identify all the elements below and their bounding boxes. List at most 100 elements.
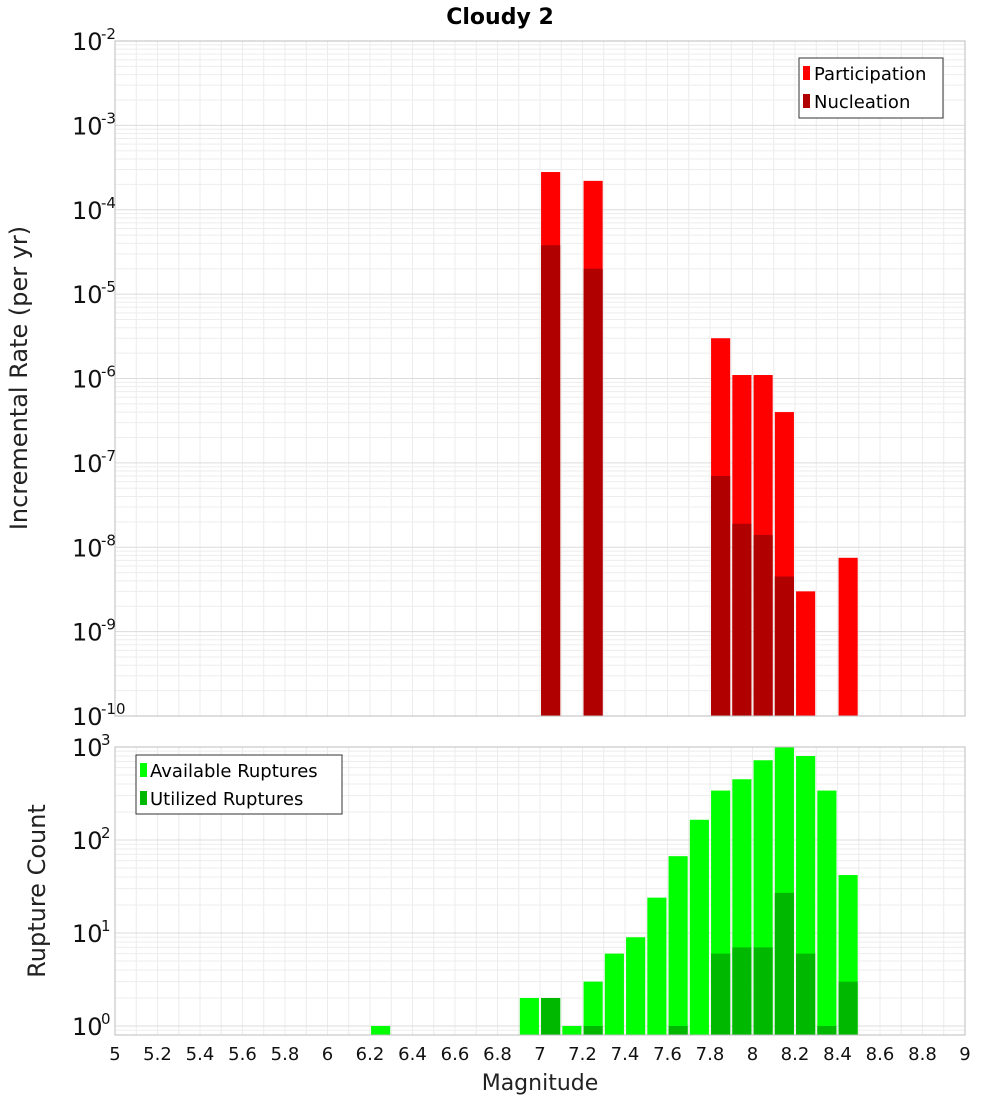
bottom-bar-s1: [626, 937, 646, 1035]
top-y-tick-exponent: -6: [101, 363, 116, 381]
bottom-bar-s2: [774, 892, 794, 1035]
top-bar-s2: [732, 523, 752, 716]
bottom-bar-s2: [753, 947, 773, 1035]
legend-swatch-participation: [803, 66, 810, 80]
bottom-legend: Available Ruptures Utilized Ruptures: [135, 754, 343, 815]
bottom-y-tick-label: 10: [72, 734, 103, 762]
legend-label-participation: Participation: [814, 64, 926, 85]
x-tick-label: 8: [747, 1044, 758, 1065]
bottom-bar-s2: [541, 997, 561, 1035]
top-y-tick-exponent: -4: [101, 194, 116, 212]
bottom-bar-s2: [583, 1025, 603, 1035]
bottom-bar-s1: [583, 981, 603, 1035]
bottom-bar-s1: [562, 1025, 582, 1035]
bottom-bar-s1: [604, 953, 624, 1035]
x-tick-label: 5.2: [143, 1044, 172, 1065]
top-y-axis-label: Incremental Rate (per yr): [5, 226, 33, 530]
bottom-legend-box: [135, 754, 343, 815]
top-bar-s1: [796, 591, 816, 716]
bottom-bar-s2: [668, 1025, 688, 1035]
x-axis-label: Magnitude: [482, 1071, 599, 1096]
x-tick-label: 7.8: [696, 1044, 725, 1065]
x-tick-labels: 5 5.2 5.4 5.6 5.8 6 6.2 6.4 6.6 6.8 7 7.2 7.4 7.6 7.8 8…: [109, 1044, 970, 1065]
top-y-tick-label: 10: [72, 112, 103, 140]
top-y-tick-exponent: -5: [101, 278, 116, 296]
top-y-tick-exponent: -8: [101, 531, 116, 549]
top-y-tick-exponent: -2: [101, 25, 116, 43]
x-tick-label: 5: [109, 1044, 120, 1065]
legend-label-nucleation: Nucleation: [814, 92, 910, 113]
top-bar-s2: [711, 475, 731, 716]
top-bar-s2: [774, 576, 794, 716]
top-y-tick-exponent: -7: [101, 447, 116, 465]
top-y-tick-label: 10: [72, 703, 103, 731]
legend-swatch-nucleation: [803, 94, 810, 108]
bottom-bar-s2: [732, 947, 752, 1035]
top-bar-s1: [838, 557, 858, 716]
bottom-y-tick-exponent: 1: [101, 917, 111, 935]
x-tick-label: 8.6: [866, 1044, 895, 1065]
x-tick-label: 7.4: [611, 1044, 640, 1065]
top-y-tick-exponent: -3: [101, 109, 116, 127]
bottom-plot-frame: [114, 746, 966, 1036]
bottom-y-tick-exponent: 2: [101, 824, 111, 842]
bottom-y-tick-exponent: 3: [101, 731, 111, 749]
top-y-tick-label: 10: [72, 534, 103, 562]
x-tick-label: 9: [959, 1044, 970, 1065]
x-tick-label: 5.4: [186, 1044, 215, 1065]
x-tick-label: 6.6: [441, 1044, 470, 1065]
x-tick-label: 8.8: [908, 1044, 937, 1065]
bottom-y-tick-exponent: 0: [101, 1010, 111, 1028]
top-y-tick-label: 10: [72, 281, 103, 309]
top-gridlines: [114, 41, 966, 717]
top-legend: Participation Nucleation: [798, 57, 944, 119]
bottom-bar-s1: [371, 1025, 391, 1035]
top-y-tick-label: 10: [72, 450, 103, 478]
x-tick-label: 8.4: [823, 1044, 852, 1065]
bottom-bar-s1: [519, 997, 539, 1035]
x-tick-label: 7.2: [568, 1044, 597, 1065]
legend-swatch-utilized: [140, 791, 147, 805]
top-y-tick-exponent: -10: [101, 700, 126, 718]
top-bars: [541, 172, 858, 717]
legend-label-utilized: Utilized Ruptures: [150, 789, 303, 810]
bottom-bar-s1: [689, 819, 709, 1035]
top-y-tick-label: 10: [72, 197, 103, 225]
x-tick-label: 7: [534, 1044, 545, 1065]
bottom-y-tick-label: 10: [72, 920, 103, 948]
x-tick-label: 6.2: [356, 1044, 385, 1065]
top-bar-s2: [583, 268, 603, 716]
x-tick-label: 8.2: [781, 1044, 810, 1065]
top-bar-s2: [541, 245, 561, 717]
x-tick-label: 5.6: [228, 1044, 257, 1065]
x-tick-label: 5.8: [271, 1044, 300, 1065]
legend-label-available: Available Ruptures: [150, 761, 318, 782]
bottom-bar-s2: [817, 1025, 837, 1035]
x-tick-label: 7.6: [653, 1044, 682, 1065]
top-y-tick-label: 10: [72, 619, 103, 647]
top-y-tick-label: 10: [72, 366, 103, 394]
top-legend-box: [798, 57, 944, 119]
x-tick-label: 6.4: [398, 1044, 427, 1065]
bottom-bar-s1: [647, 897, 667, 1035]
top-y-tick-label: 10: [72, 28, 103, 56]
top-plot-frame: [114, 40, 966, 717]
bottom-bar-s1: [668, 856, 688, 1035]
x-tick-label: 6: [322, 1044, 333, 1065]
top-bar-s2: [753, 534, 773, 716]
bottom-bar-s2: [838, 981, 858, 1035]
bottom-y-axis-label: Rupture Count: [23, 804, 51, 978]
bottom-bar-s1: [817, 790, 837, 1035]
bottom-bar-s2: [711, 953, 731, 1035]
bottom-y-tick-label: 10: [72, 827, 103, 855]
chart-title: Cloudy 2: [446, 5, 554, 30]
bottom-bar-s2: [796, 953, 816, 1035]
top-y-tick-exponent: -9: [101, 616, 116, 634]
bottom-bars: [371, 747, 858, 1035]
bottom-y-tick-label: 10: [72, 1013, 103, 1041]
